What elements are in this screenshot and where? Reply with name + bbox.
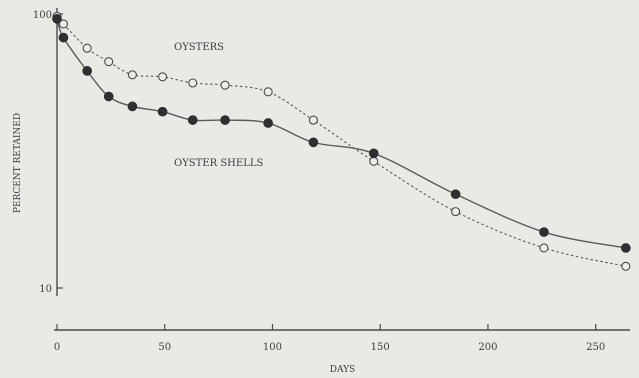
- y-tick-label-100: 100: [33, 10, 52, 21]
- x-tick-label-150: 150: [371, 342, 390, 353]
- point-oyster-shells-6: [187, 115, 198, 125]
- point-oysters-7: [220, 80, 230, 90]
- x-axis-title: DAYS: [330, 365, 355, 375]
- point-oysters-5: [158, 72, 168, 82]
- point-oyster-shells-10: [368, 148, 379, 159]
- x-tick-label-200: 200: [478, 342, 497, 353]
- point-oyster-shells-7: [220, 115, 230, 125]
- axes: [54, 8, 630, 331]
- point-oysters-8: [263, 87, 273, 97]
- x-tick-label-50: 50: [158, 342, 171, 353]
- point-oyster-shells-12: [539, 227, 549, 237]
- point-oysters-4: [127, 70, 137, 80]
- series-layer: [52, 11, 631, 271]
- point-oyster-shells-2: [82, 66, 93, 76]
- point-oyster-shells-3: [103, 91, 114, 102]
- point-oysters-6: [188, 78, 198, 88]
- point-oyster-shells-11: [450, 189, 461, 200]
- point-oysters-3: [104, 57, 114, 67]
- point-oysters-9: [308, 115, 318, 125]
- point-oyster-shells-13: [620, 243, 631, 253]
- point-oysters-13: [621, 261, 631, 271]
- point-oysters-11: [451, 207, 461, 217]
- series-label-oyster-shells: OYSTER SHELLS: [174, 158, 263, 169]
- series-line-oyster-shells: [56, 18, 626, 249]
- x-tick-label-100: 100: [263, 342, 282, 353]
- y-tick-label-10: 10: [39, 284, 52, 295]
- series-line-oysters: [56, 16, 626, 267]
- point-oyster-shells-9: [308, 137, 319, 148]
- point-oyster-shells-1: [58, 32, 69, 43]
- x-tick-label-0: 0: [54, 342, 60, 353]
- point-oysters-1: [58, 19, 69, 29]
- x-tick-label-250: 250: [586, 342, 605, 353]
- point-oyster-shells-4: [127, 101, 138, 112]
- point-oysters-12: [539, 243, 549, 253]
- point-oyster-shells-5: [157, 106, 168, 117]
- y-axis-title: PERCENT RETAINED: [13, 113, 23, 213]
- point-oysters-2: [82, 43, 92, 53]
- series-label-oysters: OYSTERS: [174, 42, 224, 53]
- point-oyster-shells-0: [52, 14, 62, 24]
- point-oysters-10: [369, 156, 379, 166]
- point-oyster-shells-8: [263, 118, 274, 128]
- labels: 10 100 0 50 100 150 200 250 DAYS PERCENT RETAINED…: [13, 10, 605, 375]
